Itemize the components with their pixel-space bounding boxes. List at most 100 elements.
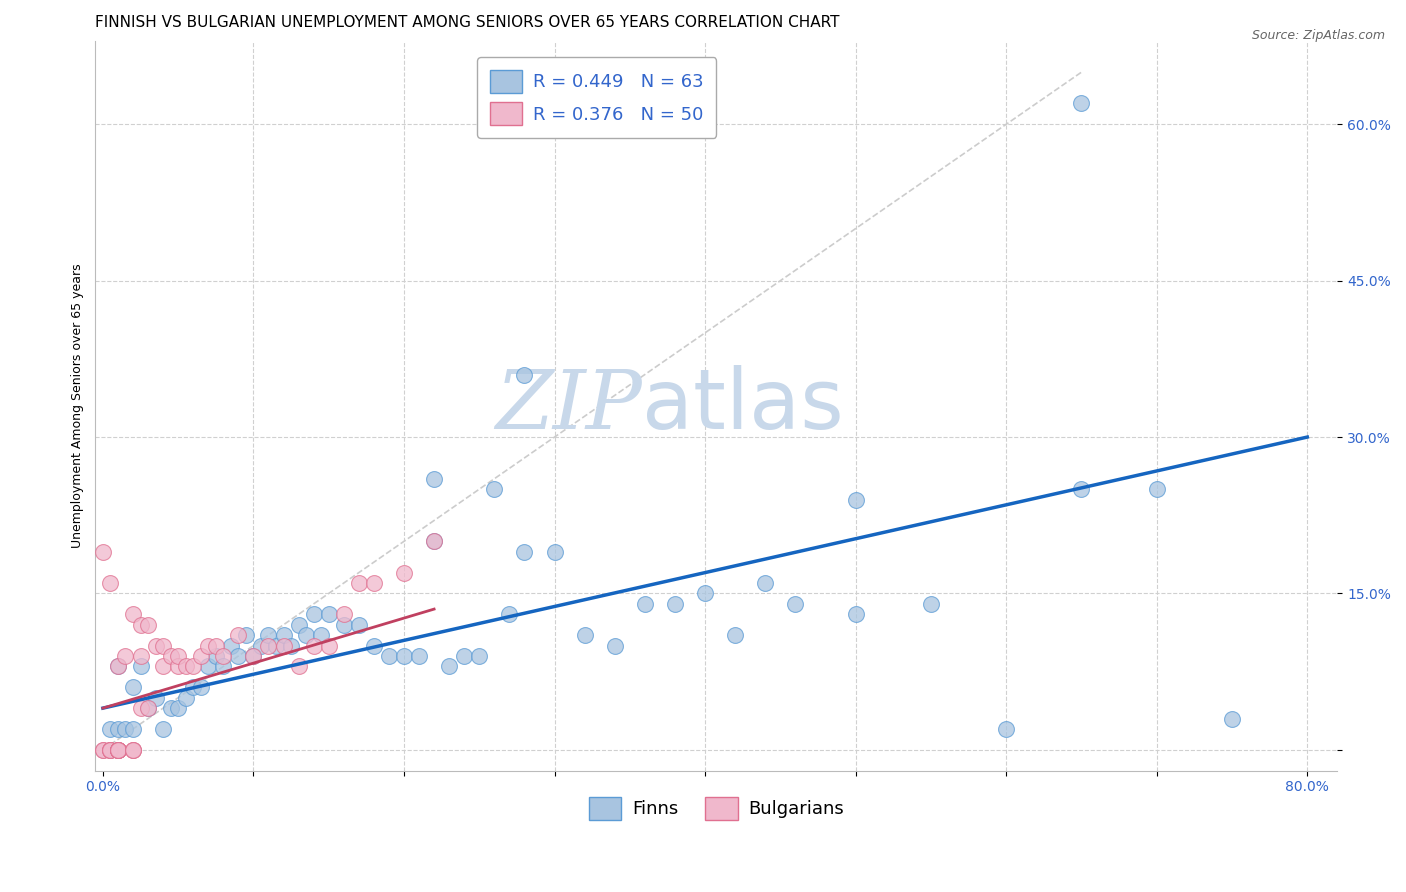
Point xyxy=(392,566,415,580)
Point xyxy=(107,743,129,757)
Point xyxy=(513,545,536,559)
Point xyxy=(212,659,235,673)
Point xyxy=(167,648,190,663)
Point xyxy=(724,628,747,642)
Point xyxy=(785,597,807,611)
Point xyxy=(453,648,475,663)
Point xyxy=(197,639,219,653)
Point xyxy=(107,659,129,673)
Point xyxy=(114,722,136,736)
Point xyxy=(332,617,354,632)
Point xyxy=(295,628,318,642)
Point xyxy=(167,701,190,715)
Point xyxy=(302,607,325,622)
Point xyxy=(219,639,242,653)
Point xyxy=(250,639,273,653)
Point xyxy=(174,659,197,673)
Point xyxy=(468,648,491,663)
Point xyxy=(100,743,122,757)
Point xyxy=(754,576,776,591)
Point xyxy=(273,628,295,642)
Point xyxy=(228,648,250,663)
Point xyxy=(107,743,129,757)
Point xyxy=(107,743,129,757)
Point xyxy=(107,659,129,673)
Point xyxy=(167,659,190,673)
Point xyxy=(423,534,446,549)
Point xyxy=(129,617,152,632)
Point xyxy=(287,659,309,673)
Point xyxy=(122,743,145,757)
Point xyxy=(423,472,446,486)
Point xyxy=(1070,482,1092,496)
Point xyxy=(145,690,167,705)
Point xyxy=(212,648,235,663)
Point xyxy=(257,628,280,642)
Point xyxy=(242,648,264,663)
Point xyxy=(273,639,295,653)
Point xyxy=(107,743,129,757)
Point xyxy=(100,743,122,757)
Point xyxy=(437,659,460,673)
Point xyxy=(318,607,340,622)
Point xyxy=(136,701,159,715)
Point xyxy=(347,576,370,591)
Point xyxy=(845,607,868,622)
Point xyxy=(423,534,446,549)
Point xyxy=(145,639,167,653)
Point xyxy=(152,659,174,673)
Point xyxy=(498,607,520,622)
Point xyxy=(1070,96,1092,111)
Point xyxy=(122,722,145,736)
Point xyxy=(1220,712,1243,726)
Point xyxy=(204,648,226,663)
Point xyxy=(122,681,145,695)
Point xyxy=(1146,482,1168,496)
Point xyxy=(159,701,181,715)
Point xyxy=(136,617,159,632)
Point xyxy=(634,597,657,611)
Point xyxy=(264,639,287,653)
Point xyxy=(484,482,506,496)
Point xyxy=(664,597,686,611)
Point xyxy=(318,639,340,653)
Point xyxy=(513,368,536,382)
Point xyxy=(107,743,129,757)
Point xyxy=(129,701,152,715)
Y-axis label: Unemployment Among Seniors over 65 years: Unemployment Among Seniors over 65 years xyxy=(72,263,84,548)
Point xyxy=(152,722,174,736)
Point xyxy=(347,617,370,632)
Point xyxy=(100,743,122,757)
Point xyxy=(287,617,309,632)
Point xyxy=(363,639,385,653)
Point xyxy=(332,607,354,622)
Point xyxy=(235,628,257,642)
Point xyxy=(181,659,204,673)
Point xyxy=(228,628,250,642)
Legend: Finns, Bulgarians: Finns, Bulgarians xyxy=(581,789,852,828)
Point xyxy=(280,639,302,653)
Point xyxy=(159,648,181,663)
Point xyxy=(122,607,145,622)
Point xyxy=(603,639,626,653)
Point xyxy=(302,639,325,653)
Point xyxy=(107,722,129,736)
Point xyxy=(309,628,332,642)
Point xyxy=(114,648,136,663)
Point xyxy=(100,722,122,736)
Text: ZIP: ZIP xyxy=(495,366,643,446)
Point xyxy=(181,681,204,695)
Point xyxy=(91,545,114,559)
Point xyxy=(91,743,114,757)
Point xyxy=(392,648,415,663)
Point xyxy=(408,648,430,663)
Point xyxy=(129,648,152,663)
Point xyxy=(845,492,868,507)
Point xyxy=(257,639,280,653)
Point xyxy=(995,722,1018,736)
Point xyxy=(378,648,401,663)
Point xyxy=(136,701,159,715)
Text: Source: ZipAtlas.com: Source: ZipAtlas.com xyxy=(1251,29,1385,42)
Point xyxy=(204,639,226,653)
Point xyxy=(129,659,152,673)
